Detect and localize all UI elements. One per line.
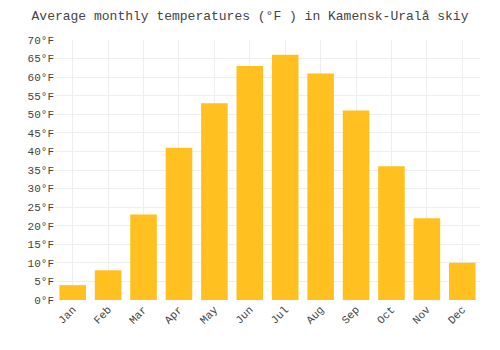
svg-text:Feb: Feb	[92, 304, 114, 326]
svg-text:5°F: 5°F	[34, 276, 54, 288]
svg-text:Average monthly temperatures (: Average monthly temperatures (°F ) in Ka…	[32, 9, 469, 24]
svg-text:30°F: 30°F	[28, 183, 54, 195]
svg-text:Apr: Apr	[162, 304, 184, 326]
svg-text:35°F: 35°F	[28, 165, 54, 177]
svg-text:Aug: Aug	[304, 304, 326, 326]
svg-text:Jan: Jan	[56, 304, 78, 326]
svg-text:Dec: Dec	[446, 304, 468, 326]
svg-text:50°F: 50°F	[28, 109, 54, 121]
svg-text:Sep: Sep	[340, 304, 362, 326]
svg-text:Jun: Jun	[233, 304, 255, 326]
svg-text:60°F: 60°F	[28, 72, 54, 84]
svg-text:20°F: 20°F	[28, 221, 54, 233]
svg-text:May: May	[198, 304, 221, 327]
svg-text:55°F: 55°F	[28, 91, 54, 103]
svg-text:Oct: Oct	[375, 304, 397, 326]
svg-text:45°F: 45°F	[28, 128, 54, 140]
svg-text:Jul: Jul	[269, 304, 291, 326]
svg-text:65°F: 65°F	[28, 53, 54, 65]
svg-text:10°F: 10°F	[28, 258, 54, 270]
svg-text:Nov: Nov	[410, 304, 433, 327]
svg-text:40°F: 40°F	[28, 146, 54, 158]
svg-text:0°F: 0°F	[34, 295, 54, 307]
svg-text:Mar: Mar	[127, 304, 149, 326]
svg-text:15°F: 15°F	[28, 239, 54, 251]
svg-text:70°F: 70°F	[28, 35, 54, 47]
svg-text:25°F: 25°F	[28, 202, 54, 214]
